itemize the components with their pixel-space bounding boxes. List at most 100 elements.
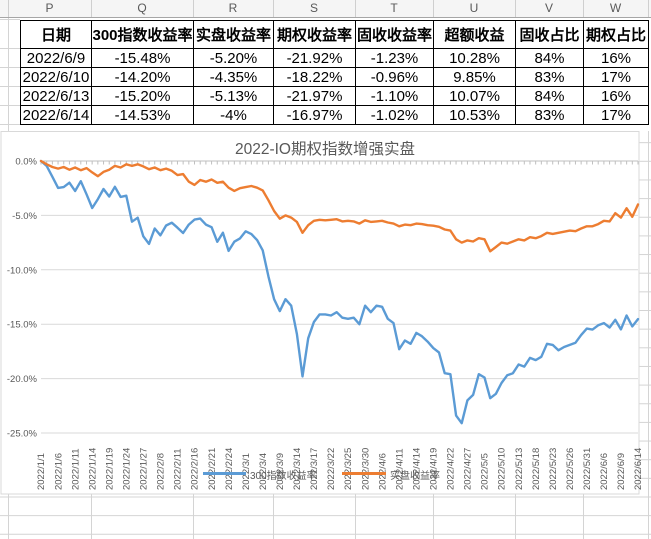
chart-frame: [0, 131, 640, 495]
table-cell[interactable]: 2022/6/13: [20, 86, 92, 106]
column-separator: [648, 0, 649, 17]
table-cell[interactable]: 2022/6/9: [20, 48, 92, 68]
column-separator: [193, 0, 194, 17]
table-cell[interactable]: -21.97%: [273, 86, 356, 106]
x-tick-label: 2022/3/17: [309, 448, 320, 490]
series-line-1[interactable]: [39, 159, 640, 253]
table-cell[interactable]: 9.85%: [433, 67, 516, 87]
table-header-cell[interactable]: 日期: [20, 20, 92, 49]
column-header-Q[interactable]: Q: [137, 1, 147, 15]
x-tick-label: 2022/1/27: [139, 448, 150, 490]
table-cell[interactable]: 2022/6/14: [20, 105, 92, 125]
x-tick-label: 2022/5/10: [497, 448, 508, 490]
table-cell[interactable]: 10.53%: [433, 105, 516, 125]
column-header-P[interactable]: P: [45, 1, 54, 15]
x-tick-label: 2022/4/22: [446, 448, 457, 490]
table-cell[interactable]: 10.28%: [433, 48, 516, 68]
legend-label-index-series[interactable]: 300指数收益率: [250, 471, 317, 482]
x-tick-label: 2022/3/22: [326, 448, 337, 490]
table-cell[interactable]: -21.92%: [273, 48, 356, 68]
y-tick-label: -15.0%: [7, 320, 38, 331]
chart-title: 2022-IO期权指数增强实盘: [234, 141, 415, 158]
table-cell[interactable]: -1.23%: [355, 48, 434, 68]
y-tick-label: -20.0%: [7, 374, 38, 385]
column-separator: [8, 0, 9, 17]
x-tick-label: 2022/3/4: [258, 453, 269, 490]
x-tick-label: 2022/4/11: [394, 448, 405, 490]
x-tick-label: 2022/5/13: [514, 448, 525, 490]
x-tick-label: 2022/1/14: [87, 448, 98, 490]
table-cell[interactable]: 17%: [583, 67, 649, 87]
x-tick-label: 2022/3/25: [343, 448, 354, 490]
x-tick-label: 2022/5/23: [548, 448, 559, 490]
table-cell[interactable]: -5.13%: [193, 86, 274, 106]
column-header-R[interactable]: R: [228, 1, 238, 15]
x-tick-label: 2022/2/24: [224, 448, 235, 490]
table-cell[interactable]: -1.10%: [355, 86, 434, 106]
column-separator: [583, 0, 584, 17]
x-tick-label: 2022/4/19: [429, 448, 440, 490]
column-header-band: P Q R S T U V W: [0, 0, 651, 18]
x-tick-label: 2022/6/6: [599, 453, 610, 490]
x-tick-label: 2022/1/19: [104, 448, 115, 490]
series-line-0[interactable]: [39, 159, 640, 425]
table-cell[interactable]: -0.96%: [355, 67, 434, 87]
column-separator: [91, 0, 92, 17]
column-separator: [433, 0, 434, 17]
y-tick-label: -5.0%: [12, 211, 37, 222]
x-tick-label: 2022/2/16: [190, 448, 201, 490]
table-cell[interactable]: 16%: [583, 48, 649, 68]
table-cell[interactable]: -14.20%: [91, 67, 194, 87]
x-tick-label: 2022/6/9: [616, 453, 627, 490]
table-header-cell[interactable]: 固收收益率: [355, 20, 434, 49]
x-tick-label: 2022/2/11: [173, 448, 184, 490]
column-header-T[interactable]: T: [390, 1, 398, 15]
table-header-cell[interactable]: 超额收益: [433, 20, 516, 49]
column-separator: [273, 0, 274, 17]
table-header-cell[interactable]: 300指数收益率: [91, 20, 194, 49]
y-tick-label: -25.0%: [7, 429, 38, 440]
y-tick-label: 0.0%: [15, 157, 37, 168]
x-tick-label: 2022/2/21: [207, 448, 218, 490]
x-tick-label: 2022/1/24: [121, 448, 132, 490]
x-tick-label: 2022/5/18: [531, 448, 542, 490]
table-cell[interactable]: -14.53%: [91, 105, 194, 125]
table-header-cell[interactable]: 实盘收益率: [193, 20, 274, 49]
column-header-W[interactable]: W: [609, 1, 622, 15]
table-header-cell[interactable]: 固收占比: [515, 20, 584, 49]
table-cell[interactable]: 83%: [515, 105, 584, 125]
legend-label-real-series[interactable]: 实盘收益率: [390, 471, 440, 482]
table-cell[interactable]: 84%: [515, 86, 584, 106]
table-cell[interactable]: 83%: [515, 67, 584, 87]
table-cell[interactable]: -16.97%: [273, 105, 356, 125]
x-tick-label: 2022/3/1: [241, 453, 252, 490]
table-cell[interactable]: 17%: [583, 105, 649, 125]
table-cell[interactable]: -5.20%: [193, 48, 274, 68]
x-tick-label: 2022/2/8: [156, 453, 167, 490]
table-cell[interactable]: 84%: [515, 48, 584, 68]
table-header-cell[interactable]: 期权占比: [583, 20, 649, 49]
x-tick-label: 2022/1/6: [53, 453, 64, 490]
table-cell[interactable]: -18.22%: [273, 67, 356, 87]
table-cell[interactable]: -15.20%: [91, 86, 194, 106]
x-tick-label: 2022/1/11: [70, 448, 81, 490]
table-cell[interactable]: 2022/6/10: [20, 67, 92, 87]
table-cell[interactable]: -1.02%: [355, 105, 434, 125]
x-tick-label: 2022/3/30: [360, 448, 371, 490]
legend-marker-real-series: [342, 472, 386, 475]
table-cell[interactable]: -4%: [193, 105, 274, 125]
column-header-U[interactable]: U: [469, 1, 479, 15]
x-tick-label: 2022/5/31: [582, 448, 593, 490]
table-cell[interactable]: 10.07%: [433, 86, 516, 106]
column-header-S[interactable]: S: [309, 1, 318, 15]
table-header-cell[interactable]: 期权收益率: [273, 20, 356, 49]
table-cell[interactable]: -4.35%: [193, 67, 274, 87]
x-tick-label: 2022/6/14: [633, 448, 644, 490]
table-cell[interactable]: -15.48%: [91, 48, 194, 68]
x-tick-label: 2022/5/5: [480, 453, 491, 490]
column-header-V[interactable]: V: [544, 1, 553, 15]
y-tick-label: -10.0%: [7, 265, 38, 276]
table-cell[interactable]: 16%: [583, 86, 649, 106]
